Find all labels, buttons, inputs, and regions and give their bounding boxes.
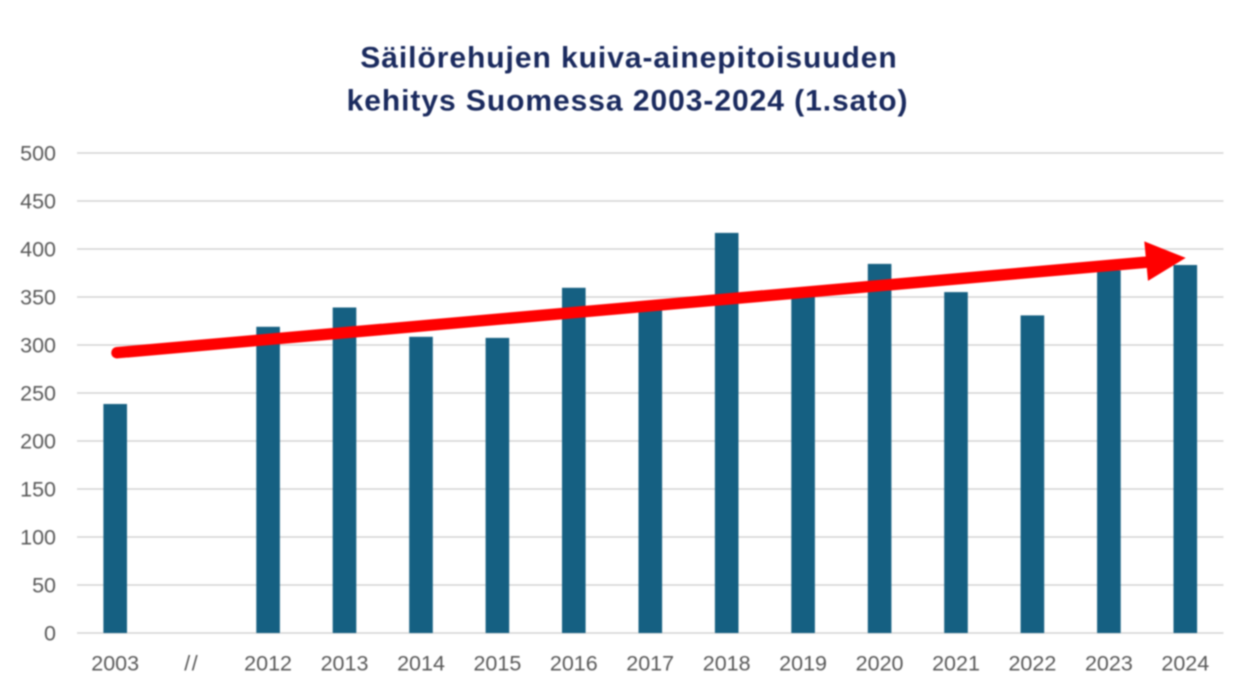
svg-text:0: 0: [44, 622, 56, 646]
svg-text:2024: 2024: [1161, 652, 1209, 676]
svg-text:2014: 2014: [397, 652, 445, 676]
svg-text:400: 400: [20, 238, 56, 262]
svg-text:300: 300: [20, 334, 56, 358]
svg-text:2016: 2016: [550, 652, 598, 676]
svg-text:50: 50: [32, 574, 56, 598]
svg-text://: //: [184, 652, 199, 676]
svg-text:2017: 2017: [626, 652, 674, 676]
svg-text:2015: 2015: [473, 652, 521, 676]
svg-text:Säilörehujen kuiva-ainepitoisu: Säilörehujen kuiva-ainepitoisuuden: [360, 42, 897, 75]
svg-text:500: 500: [20, 142, 56, 166]
svg-text:2020: 2020: [856, 652, 904, 676]
svg-text:2021: 2021: [932, 652, 980, 676]
svg-text:2023: 2023: [1085, 652, 1133, 676]
svg-text:2022: 2022: [1008, 652, 1056, 676]
svg-text:350: 350: [20, 286, 56, 310]
svg-text:100: 100: [20, 526, 56, 550]
svg-text:2019: 2019: [779, 652, 827, 676]
svg-text:kehitys Suomessa 2003-2024 (1.: kehitys Suomessa 2003-2024 (1.sato): [347, 85, 909, 118]
svg-text:150: 150: [20, 478, 56, 502]
svg-text:450: 450: [20, 190, 56, 214]
svg-text:2012: 2012: [244, 652, 292, 676]
svg-text:200: 200: [20, 430, 56, 454]
svg-text:2003: 2003: [91, 652, 139, 676]
svg-text:2018: 2018: [703, 652, 751, 676]
svg-text:250: 250: [20, 382, 56, 406]
svg-text:2013: 2013: [321, 652, 369, 676]
